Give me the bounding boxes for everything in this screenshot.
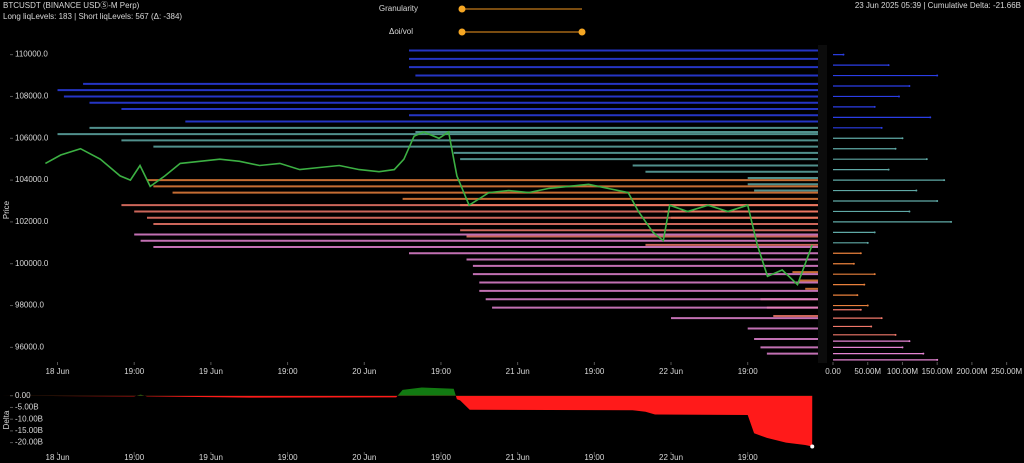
y-tick-label: 98000.0 xyxy=(15,301,44,310)
oi-vol-label: Δoi/vol xyxy=(389,27,413,36)
y-tick-label: -5.00B xyxy=(15,403,39,412)
y-tick-label: 96000.0 xyxy=(15,342,44,351)
x-tick-label: 19:00 xyxy=(738,367,759,376)
x-tick-label: 150.00M xyxy=(922,367,953,376)
liquidation-volume-dot xyxy=(929,116,932,119)
x-tick-label: 50.00M xyxy=(854,367,881,376)
x-tick-label: 19:00 xyxy=(584,453,605,462)
x-tick-label: 19:00 xyxy=(278,453,299,462)
granularity-label: Granularity xyxy=(379,4,418,13)
y-tick-label: 108000.0 xyxy=(15,92,49,101)
y-tick-label: 110000.0 xyxy=(15,50,48,59)
liquidation-volume-dot xyxy=(852,262,855,265)
y-tick-label: 106000.0 xyxy=(15,133,49,142)
symbol-title: BTCUSDT (BINANCE USDⓈ-M Perp) xyxy=(3,1,140,10)
liq-level-counts: Long liqLevels: 183 | Short liqLevels: 5… xyxy=(3,12,182,21)
y-tick-label: 100000.0 xyxy=(15,259,49,268)
y-tick-label: 0.00 xyxy=(15,391,31,400)
y-tick-label: 102000.0 xyxy=(15,217,49,226)
x-tick-label: 20 Jun xyxy=(352,453,376,462)
granularity-knob[interactable] xyxy=(458,5,466,13)
liquidation-volume-dot xyxy=(866,241,869,244)
y-tick-label: -10.00B xyxy=(15,414,43,423)
liquidation-volume-dot xyxy=(894,147,897,150)
liquidation-volume-dot xyxy=(842,53,845,56)
x-tick-label: 19:00 xyxy=(124,453,145,462)
y-axis-label: Delta xyxy=(2,410,11,429)
oi-vol-knob-high[interactable] xyxy=(578,28,586,36)
liquidation-volume-dot xyxy=(856,294,859,297)
y-tick-label: -15.00B xyxy=(15,426,43,435)
liquidation-volume-dot xyxy=(859,308,862,311)
liquidation-volume-dot xyxy=(908,210,911,213)
delta-last-point xyxy=(810,444,815,449)
liquidation-volume-dot xyxy=(915,189,918,192)
liquidation-volume-dot xyxy=(863,283,866,286)
status-line: 23 Jun 2025 05:39 | Cumulative Delta: -2… xyxy=(855,1,1021,10)
y-tick-label: 104000.0 xyxy=(15,175,49,184)
liquidation-volume-dot xyxy=(943,179,946,182)
liquidation-volume-dot xyxy=(887,64,890,67)
liquidation-volume-dot xyxy=(922,352,925,355)
liquidation-volume-dot xyxy=(873,231,876,234)
oi-vol-knob-low[interactable] xyxy=(458,28,466,36)
y-tick-label: -20.00B xyxy=(15,438,43,447)
x-tick-label: 250.00M xyxy=(991,367,1022,376)
x-tick-label: 20 Jun xyxy=(352,367,376,376)
liquidation-volume-dot xyxy=(870,325,873,328)
liquidation-volume-dot xyxy=(859,252,862,255)
liquidation-volume-dot xyxy=(936,358,939,361)
y-axis-label: Price xyxy=(2,200,11,219)
liquidation-volume-dot xyxy=(880,317,883,320)
liquidation-volume-dot xyxy=(887,168,890,171)
x-tick-label: 19:00 xyxy=(431,453,452,462)
liquidation-volume-dot xyxy=(873,105,876,108)
panel-divider xyxy=(818,45,827,363)
liquidation-volume-dot xyxy=(873,273,876,276)
x-tick-label: 100.00M xyxy=(887,367,918,376)
x-tick-label: 22 Jun xyxy=(659,367,683,376)
x-tick-label: 19:00 xyxy=(124,367,145,376)
liquidation-volume-dot xyxy=(866,304,869,307)
delta-area-negative xyxy=(4,395,813,447)
liquidation-volume-dot xyxy=(897,95,900,98)
x-tick-label: 21 Jun xyxy=(506,367,530,376)
x-tick-label: 19 Jun xyxy=(199,453,223,462)
liquidation-volume-dot xyxy=(908,340,911,343)
liquidation-volume-dot xyxy=(936,200,939,202)
liquidation-volume-dot xyxy=(901,137,904,140)
liquidation-volume-dot xyxy=(880,126,883,129)
x-tick-label: 19:00 xyxy=(584,367,605,376)
liquidation-volume-dot xyxy=(901,346,904,349)
liquidation-volume-dot xyxy=(950,220,953,223)
price-line xyxy=(45,130,813,287)
x-tick-label: 19:00 xyxy=(738,453,759,462)
x-tick-label: 18 Jun xyxy=(46,367,70,376)
x-tick-label: 19:00 xyxy=(278,367,299,376)
liquidation-volume-dot xyxy=(925,158,928,161)
plots: 18 Jun 19:00 19 Jun 19:00 20 Jun 19:00 21 Jun 1… xyxy=(0,49,1023,462)
x-tick-label: 200.00M xyxy=(956,367,987,376)
liquidation-volume-dot xyxy=(894,333,897,336)
liquidation-volume-dot xyxy=(908,85,911,87)
x-tick-label: 19:00 xyxy=(431,367,452,376)
delta-area-positive xyxy=(0,387,813,396)
x-tick-label: 0.00 xyxy=(825,367,841,376)
x-tick-label: 21 Jun xyxy=(506,453,530,462)
x-tick-label: 18 Jun xyxy=(46,453,70,462)
x-tick-label: 22 Jun xyxy=(659,453,683,462)
x-tick-label: 19 Jun xyxy=(199,367,223,376)
liquidation-volume-dot xyxy=(936,74,939,77)
